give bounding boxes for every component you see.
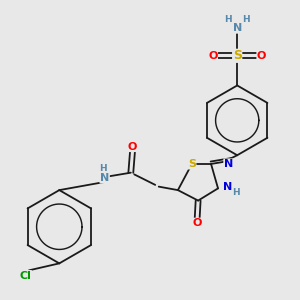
- Text: H: H: [242, 15, 250, 24]
- Text: O: O: [128, 142, 137, 152]
- Text: N: N: [224, 159, 233, 169]
- Text: N: N: [100, 173, 109, 183]
- Text: Cl: Cl: [20, 271, 32, 281]
- Text: H: H: [99, 164, 107, 172]
- Text: O: O: [257, 51, 266, 61]
- Text: N: N: [232, 23, 242, 33]
- Text: O: O: [208, 51, 218, 61]
- Text: S: S: [233, 49, 242, 62]
- Text: H: H: [224, 15, 232, 24]
- Text: S: S: [188, 159, 196, 169]
- Text: H: H: [232, 188, 240, 197]
- Text: O: O: [192, 218, 202, 228]
- Text: N: N: [223, 182, 232, 192]
